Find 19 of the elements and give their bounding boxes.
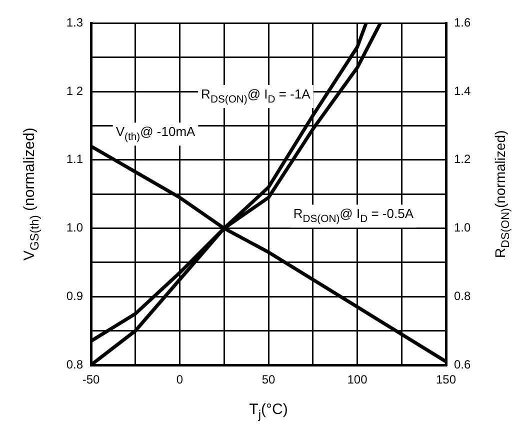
x-tick-label: 0	[176, 372, 184, 387]
y2-axis-title: RDS(ON)(normalized)	[492, 130, 512, 258]
y-tick-label: 0.8	[66, 357, 84, 372]
y-tick-label: 1 2	[66, 84, 84, 98]
y-tick-label: 1.3	[66, 16, 84, 30]
y2-tick-label: 0.8	[454, 288, 472, 303]
x-tick-label: 100	[347, 372, 368, 387]
y-tick-label: 1.0	[66, 220, 84, 235]
y2-tick-label: 1.6	[454, 16, 472, 30]
y-tick-label: 0.9	[66, 288, 84, 303]
x-tick-label: 50	[262, 372, 276, 387]
y2-tick-label: 0.6	[454, 357, 472, 372]
x-tick-label: 150	[436, 372, 456, 387]
x-tick-label: -50	[82, 372, 100, 387]
y2-tick-label: 1.2	[454, 152, 472, 166]
y2-tick-label: 1.4	[454, 84, 472, 98]
y-tick-label: 1.1	[66, 152, 84, 166]
y2-tick-label: 1.0	[454, 220, 472, 235]
y-axis-title: VGS(th) (normalized)	[21, 128, 42, 261]
